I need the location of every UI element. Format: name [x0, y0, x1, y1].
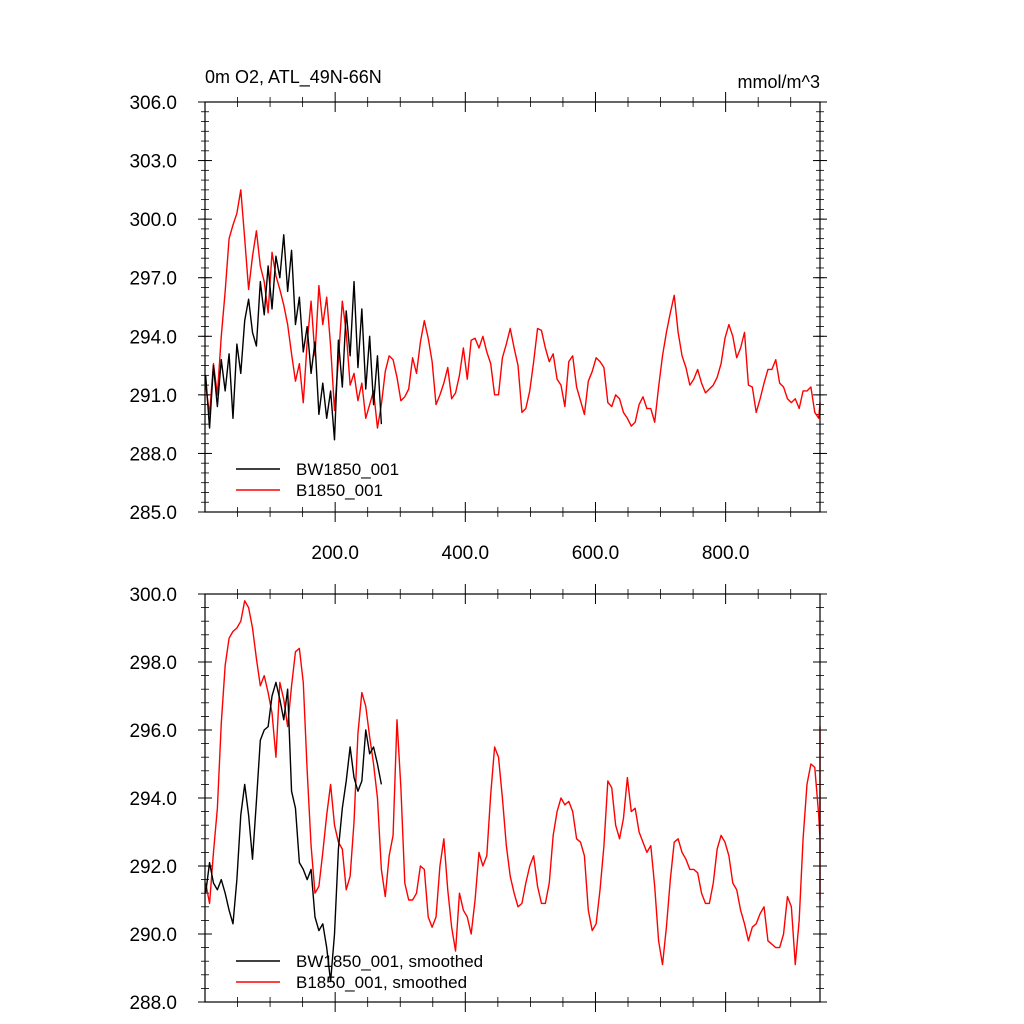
top-series [204, 189, 821, 441]
bottom-panel: 288.0 290.0 292.0 294.0 296.0 298.0 300.0 BW18… [129, 584, 827, 1014]
top-legend: BW1850_001 B1850_001 [236, 460, 399, 500]
y-tick-label: 285.0 [129, 503, 177, 524]
y-tick-label: 294.0 [129, 789, 177, 810]
y-tick-label: 300.0 [129, 585, 177, 606]
bottom-series-line-0 [204, 681, 383, 983]
x-tick-label: 400.0 [442, 543, 490, 564]
bottom-series [204, 600, 821, 983]
y-tick-label: 294.0 [129, 327, 177, 348]
y-tick-label: 296.0 [129, 721, 177, 742]
top-units: mmol/m^3 [738, 72, 820, 92]
top-title: 0m O2, ATL_49N-66N [205, 67, 382, 88]
y-tick-label: 288.0 [129, 444, 177, 465]
y-tick-label: 300.0 [129, 210, 177, 231]
top-legend-label-1: B1850_001 [296, 481, 383, 500]
bottom-legend: BW1850_001, smoothed B1850_001, smoothed [236, 952, 483, 992]
y-tick-label: 306.0 [129, 93, 177, 114]
bottom-legend-label-0: BW1850_001, smoothed [296, 952, 483, 971]
y-tick-label: 290.0 [129, 925, 177, 946]
x-tick-label: 800.0 [702, 543, 750, 564]
x-tick-label: 600.0 [572, 543, 620, 564]
top-legend-label-0: BW1850_001 [296, 460, 399, 479]
bottom-ticks [198, 584, 827, 1012]
y-tick-label: 303.0 [129, 152, 177, 173]
y-tick-label: 291.0 [129, 386, 177, 407]
top-series-line-1 [204, 189, 821, 429]
bottom-y-tick-labels: 288.0 290.0 292.0 294.0 296.0 298.0 300.0 [129, 585, 177, 1014]
top-series-line-0 [204, 234, 383, 441]
top-x-tick-labels: 200.0 400.0 600.0 800.0 [311, 543, 749, 564]
y-tick-label: 297.0 [129, 269, 177, 290]
y-tick-label: 288.0 [129, 993, 177, 1014]
y-tick-label: 292.0 [129, 857, 177, 878]
bottom-plot-frame [204, 593, 821, 1003]
top-y-tick-labels: 285.0 288.0 291.0 294.0 297.0 300.0 303.0 306.0 [129, 93, 177, 524]
x-tick-label: 200.0 [311, 543, 359, 564]
bottom-series-line-1 [204, 600, 821, 966]
top-plot-frame [204, 101, 821, 513]
top-ticks [198, 92, 827, 522]
y-tick-label: 298.0 [129, 653, 177, 674]
top-panel: 0m O2, ATL_49N-66N mmol/m^3 285.0 288.0 29… [129, 67, 827, 564]
bottom-legend-label-1: B1850_001, smoothed [296, 973, 467, 992]
